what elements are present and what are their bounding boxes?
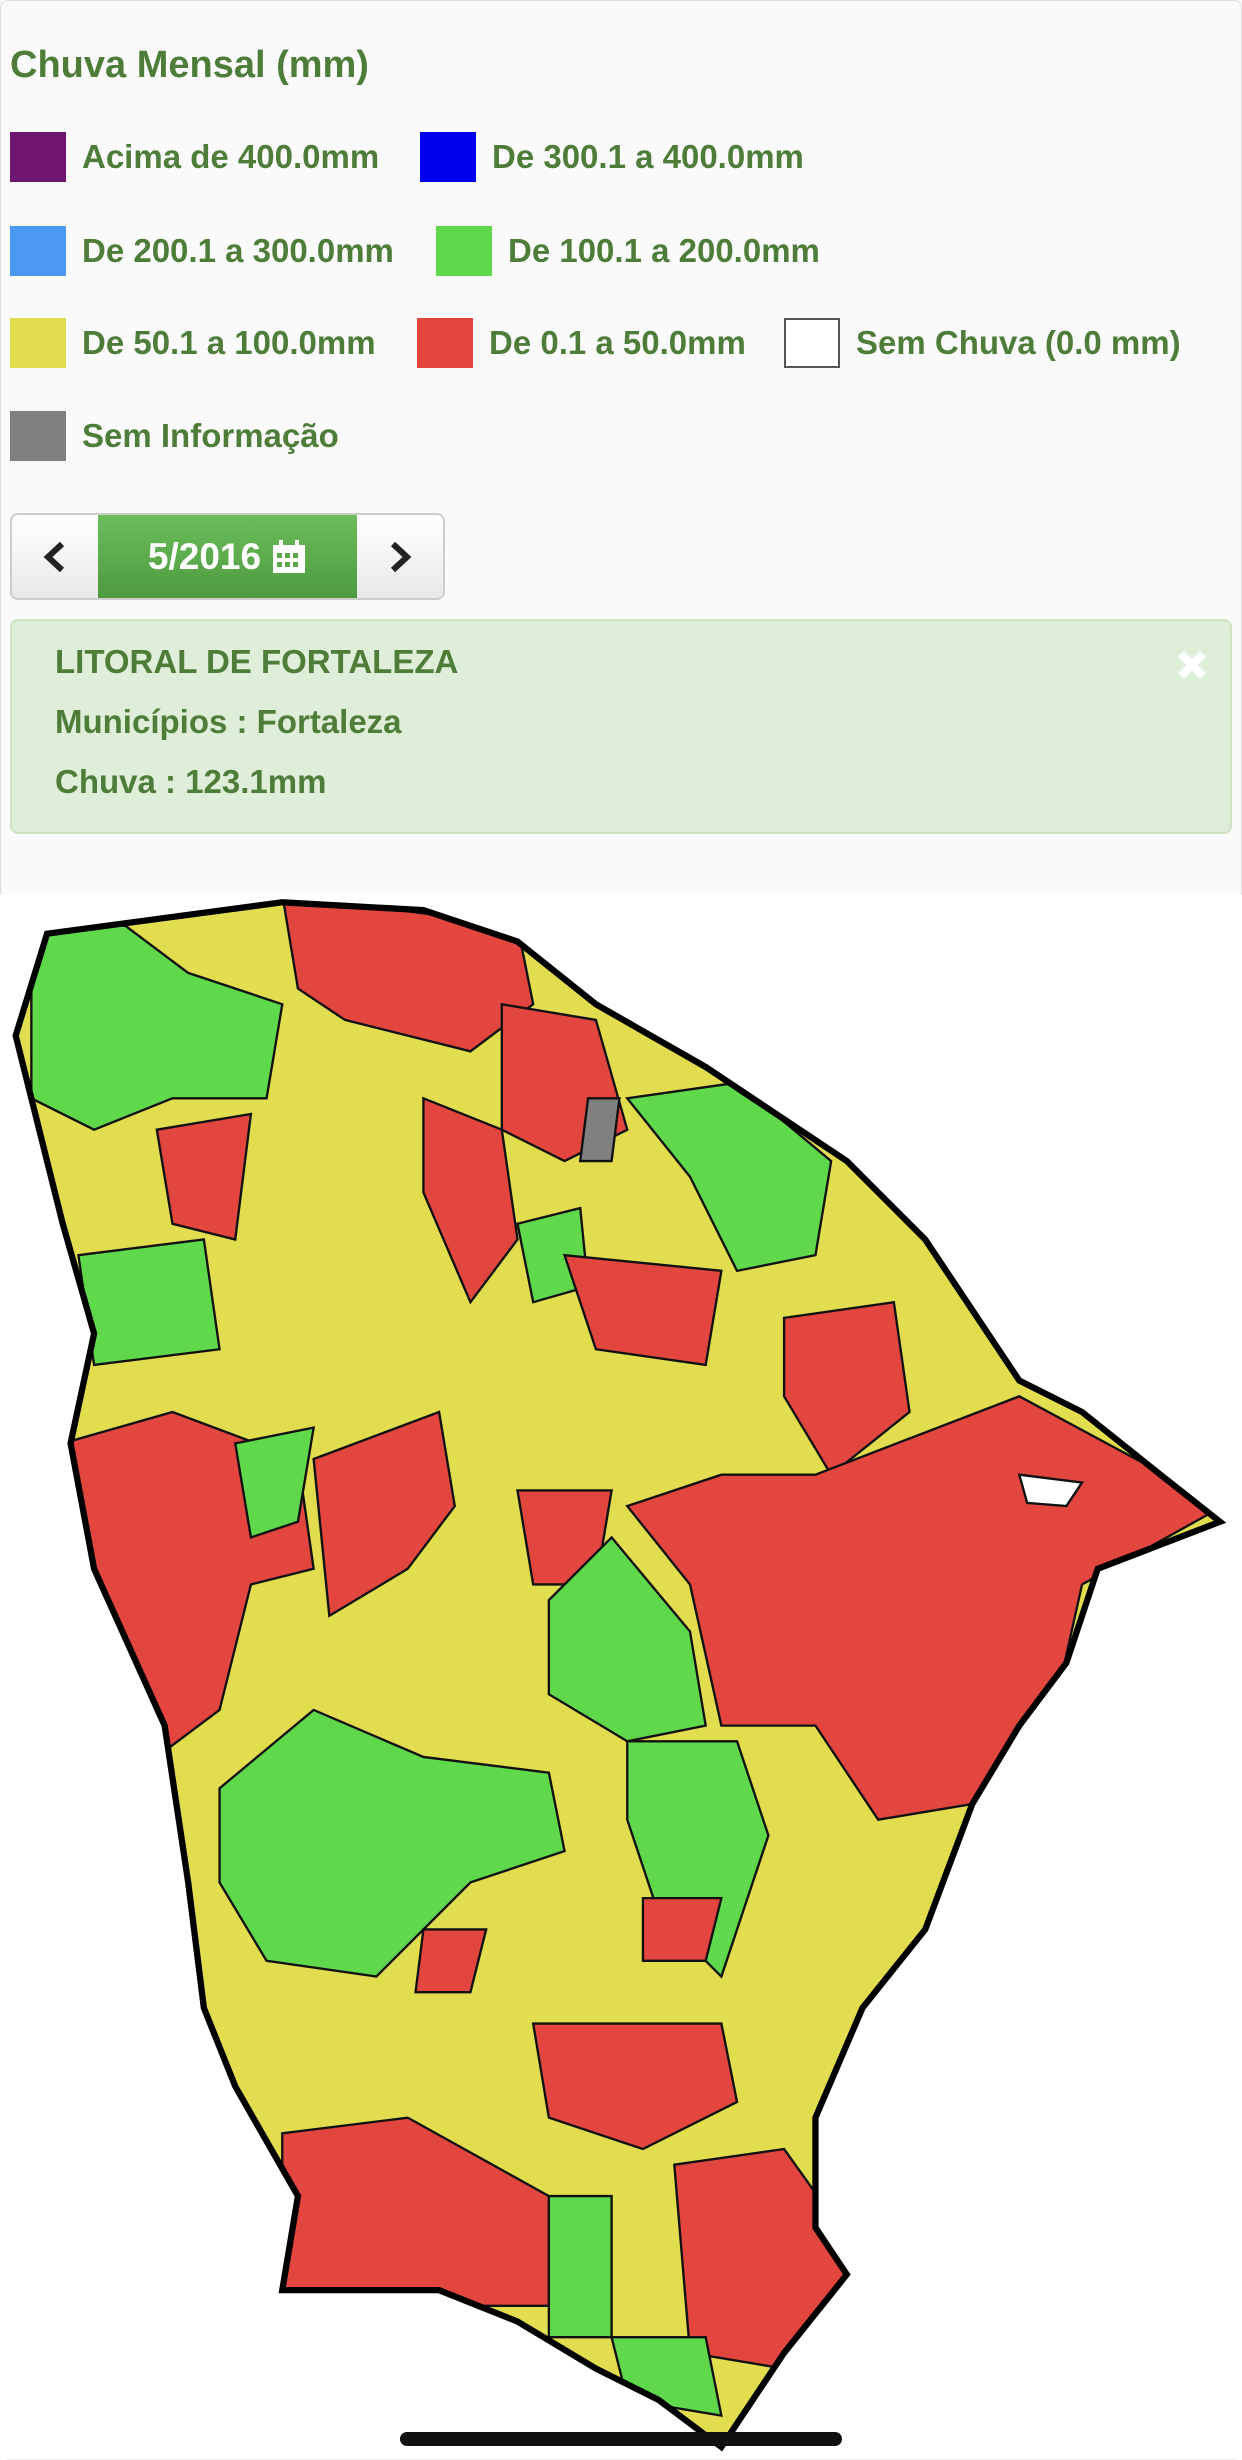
legend-item: De 100.1 a 200.0mm [436, 226, 820, 276]
legend-item: De 0.1 a 50.0mm [417, 318, 746, 368]
legend-label: De 100.1 a 200.0mm [508, 232, 820, 269]
date-picker[interactable]: 5/2016 [10, 513, 445, 600]
legend-label: De 200.1 a 300.0mm [82, 232, 394, 269]
region-name: LITORAL DE FORTALEZA [55, 643, 459, 680]
next-button[interactable] [357, 515, 443, 598]
legend-label: De 0.1 a 50.0mm [489, 324, 746, 361]
info-box: LITORAL DE FORTALEZA Municípios : Fortal… [10, 619, 1232, 834]
prev-button[interactable] [12, 515, 98, 598]
legend-label: Acima de 400.0mm [82, 138, 380, 175]
legend-swatch [436, 226, 492, 276]
legend-label: Sem Informação [82, 417, 339, 454]
legend-label: De 50.1 a 100.0mm [82, 324, 376, 361]
chevron-right [390, 541, 412, 572]
date-button[interactable]: 5/2016 [98, 515, 357, 598]
legend-swatch [417, 318, 473, 368]
legend-swatch [10, 411, 66, 461]
legend-swatch [10, 132, 66, 182]
legend-item: De 200.1 a 300.0mm [10, 226, 394, 276]
municipios: Municípios : Fortaleza [55, 703, 402, 740]
map [0, 894, 1242, 2460]
legend-item: De 300.1 a 400.0mm [420, 132, 804, 182]
calendar-icon [273, 539, 306, 573]
legend-item: Acima de 400.0mm [10, 132, 379, 182]
legend-item: Sem Informação [10, 411, 339, 461]
legend-swatch [784, 318, 840, 368]
chevron-left [43, 541, 65, 572]
legend-swatch [10, 226, 66, 276]
legend-label: De 300.1 a 400.0mm [492, 138, 804, 175]
home-indicator [400, 2432, 842, 2446]
date-label: 5/2016 [147, 535, 262, 577]
chuva: Chuva : 123.1mm [55, 763, 327, 800]
legend-label: Sem Chuva (0.0 mm) [856, 324, 1181, 361]
close-button[interactable] [1176, 649, 1208, 681]
legend-item: De 50.1 a 100.0mm [10, 318, 376, 368]
legend-swatch [420, 132, 476, 182]
legend-item: Sem Chuva (0.0 mm) [784, 318, 1181, 368]
legend-swatch [10, 318, 66, 368]
title: Chuva Mensal (mm) [10, 44, 369, 86]
